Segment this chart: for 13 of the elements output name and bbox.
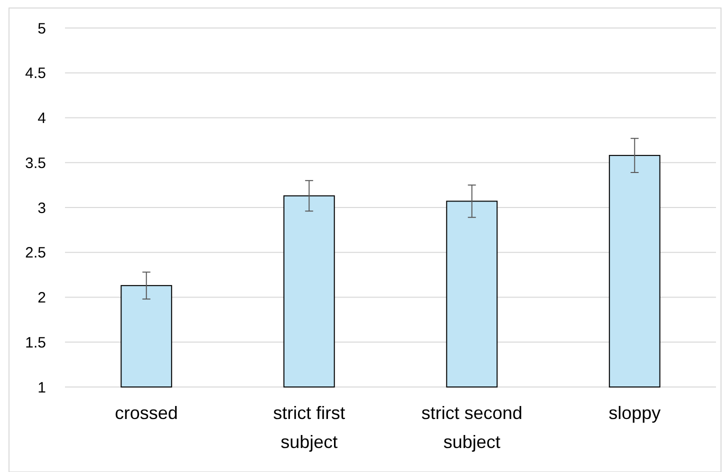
y-tick-label: 2 <box>38 290 46 306</box>
y-tick-label: 2.5 <box>25 244 46 262</box>
x-tick-label: strict second subject <box>421 403 522 452</box>
x-tick-label: sloppy <box>608 403 661 423</box>
y-tick-label: 4 <box>38 110 46 127</box>
y-tick-label: 1.5 <box>25 334 46 352</box>
x-tick-label: crossed <box>114 403 178 423</box>
y-tick-label: 1 <box>38 379 46 396</box>
y-tick-label: 5 <box>38 20 46 38</box>
y-tick-label: 4.5 <box>25 65 46 82</box>
y-tick-label: 3 <box>38 200 46 217</box>
y-tick-label: 3.5 <box>25 154 46 172</box>
x-tick-label: strict first subject <box>273 403 346 452</box>
